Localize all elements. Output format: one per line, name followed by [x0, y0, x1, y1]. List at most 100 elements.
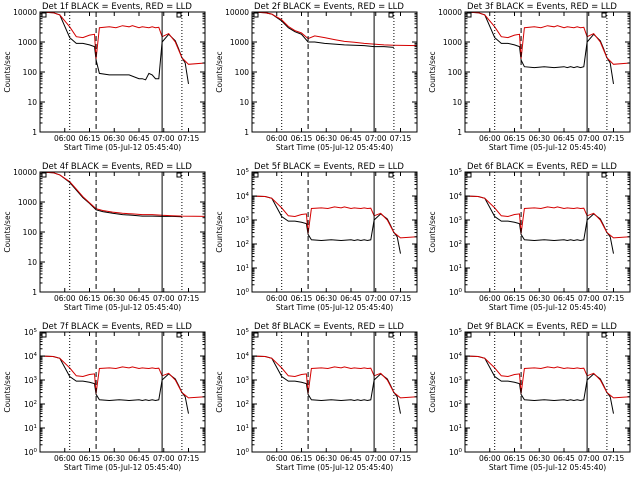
corner-marker-left	[466, 172, 472, 178]
x-tick-label: 06:00	[266, 454, 288, 463]
corner-marker-right	[176, 172, 182, 178]
y-tick-label: 105	[449, 328, 463, 337]
x-axis-label: Start Time (05-Jul-12 05:45:40)	[276, 303, 393, 312]
y-tick-label: 100	[449, 288, 463, 297]
x-tick-label: 06:15	[291, 454, 313, 463]
x-axis-label: Start Time (05-Jul-12 05:45:40)	[489, 143, 606, 152]
corner-marker-right	[176, 332, 182, 338]
y-tick-label: 104	[449, 352, 463, 361]
panel-det-3: Det 3f BLACK = Events, RED = LLD Counts/s…	[428, 2, 631, 152]
x-tick-label: 07:15	[178, 294, 200, 303]
x-tick-label: 06:30	[103, 134, 125, 143]
x-axis-label: Start Time (05-Jul-12 05:45:40)	[489, 463, 606, 472]
x-tick-label: 06:30	[528, 134, 550, 143]
plot-area	[252, 12, 417, 48]
lld-series-line	[40, 172, 205, 217]
panel-title: Det 8f BLACK = Events, RED = LLD	[254, 322, 404, 332]
corner-marker-left	[466, 332, 472, 338]
panel-title: Det 4f BLACK = Events, RED = LLD	[42, 162, 192, 172]
y-tick-label: 10000	[225, 8, 249, 17]
x-tick-label: 06:00	[54, 294, 76, 303]
y-axis-label: Counts/sec	[215, 371, 224, 412]
y-tick-label: 100	[449, 448, 463, 457]
y-tick-label: 105	[24, 328, 38, 337]
x-axis-label: Start Time (05-Jul-12 05:45:40)	[489, 303, 606, 312]
corner-marker-left	[253, 172, 259, 178]
x-tick-label: 06:30	[103, 294, 125, 303]
corner-marker-right	[388, 12, 394, 18]
events-series-line	[252, 355, 401, 414]
panel-det-6: Det 6f BLACK = Events, RED = LLD Counts/s…	[428, 162, 631, 312]
y-tick-label: 100	[236, 288, 250, 297]
x-tick-label: 06:45	[340, 294, 362, 303]
panel-det-2: Det 2f BLACK = Events, RED = LLD Counts/s…	[215, 2, 418, 152]
panel-det-5: Det 5f BLACK = Events, RED = LLD Counts/s…	[215, 162, 418, 312]
y-tick-label: 1000	[18, 198, 37, 207]
lld-series-line	[465, 355, 630, 399]
x-tick-label: 06:15	[291, 134, 313, 143]
x-tick-label: 06:00	[54, 134, 76, 143]
lld-series-line	[252, 195, 417, 239]
y-tick-label: 102	[236, 240, 249, 249]
x-tick-label: 06:00	[479, 454, 501, 463]
y-tick-label: 10	[239, 98, 249, 107]
corner-marker-right	[601, 12, 607, 18]
y-tick-label: 103	[449, 216, 463, 225]
y-tick-label: 100	[235, 68, 250, 77]
panel-title: Det 9f BLACK = Events, RED = LLD	[467, 322, 617, 332]
y-tick-label: 100	[23, 228, 38, 237]
axes-frame	[464, 171, 631, 293]
corner-marker-left	[253, 332, 259, 338]
plot-area	[40, 355, 205, 414]
x-tick-label: 07:15	[603, 294, 625, 303]
x-tick-label: 06:00	[266, 134, 288, 143]
corner-marker-right	[388, 172, 394, 178]
x-tick-label: 06:00	[266, 294, 288, 303]
x-tick-label: 07:00	[578, 294, 600, 303]
x-tick-label: 07:00	[153, 454, 175, 463]
events-series-line	[465, 355, 614, 414]
events-series-line	[465, 12, 614, 84]
panel-title: Det 2f BLACK = Events, RED = LLD	[254, 2, 404, 12]
events-series-line	[40, 12, 189, 84]
events-series-line	[252, 195, 401, 254]
y-tick-label: 103	[236, 216, 250, 225]
y-tick-label: 101	[236, 264, 249, 273]
events-series-line	[40, 355, 189, 414]
x-tick-label: 07:00	[153, 294, 175, 303]
x-tick-label: 06:15	[291, 294, 313, 303]
y-tick-label: 10	[27, 98, 37, 107]
y-tick-label: 102	[449, 240, 462, 249]
y-tick-label: 103	[236, 376, 250, 385]
corner-marker-left	[253, 12, 259, 18]
x-tick-label: 06:00	[479, 134, 501, 143]
axes-frame	[251, 11, 418, 133]
lld-series-line	[40, 12, 205, 65]
x-tick-label: 06:15	[79, 454, 101, 463]
y-tick-label: 10000	[13, 168, 37, 177]
panel-det-4: Det 4f BLACK = Events, RED = LLD Counts/s…	[3, 162, 206, 312]
y-tick-label: 100	[23, 68, 38, 77]
x-tick-label: 06:15	[79, 134, 101, 143]
x-tick-label: 06:45	[128, 294, 150, 303]
y-tick-label: 100	[448, 68, 463, 77]
panel-title: Det 3f BLACK = Events, RED = LLD	[467, 2, 617, 12]
x-tick-label: 07:15	[603, 134, 625, 143]
y-tick-label: 10000	[13, 8, 37, 17]
axes-frame	[251, 171, 418, 293]
y-tick-label: 10	[27, 258, 37, 267]
x-tick-label: 06:30	[315, 134, 337, 143]
x-axis-label: Start Time (05-Jul-12 05:45:40)	[64, 143, 181, 152]
y-tick-label: 102	[24, 400, 37, 409]
panel-title: Det 7f BLACK = Events, RED = LLD	[42, 322, 192, 332]
x-tick-label: 06:00	[479, 294, 501, 303]
corner-marker-left	[41, 332, 47, 338]
x-tick-label: 06:30	[103, 454, 125, 463]
y-tick-label: 100	[24, 448, 38, 457]
y-tick-label: 103	[24, 376, 38, 385]
x-tick-label: 07:00	[153, 134, 175, 143]
lld-series-line	[252, 12, 417, 47]
y-tick-label: 105	[449, 168, 463, 177]
x-tick-label: 06:15	[79, 294, 101, 303]
